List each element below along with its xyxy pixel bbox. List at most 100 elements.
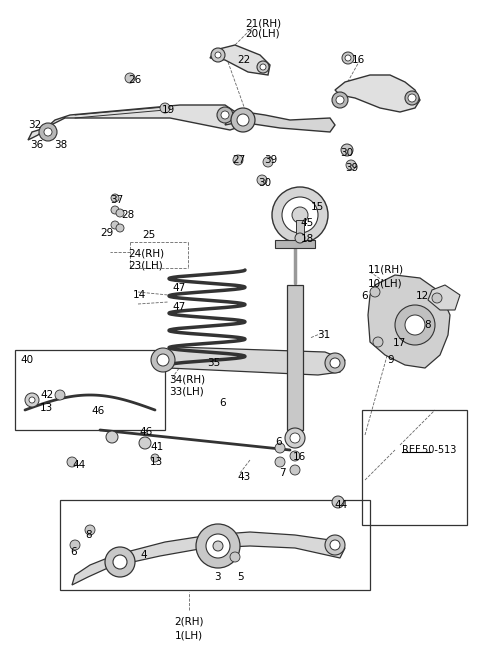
Text: 24(RH): 24(RH) [128,248,164,258]
Circle shape [257,175,267,185]
Text: 13: 13 [150,457,163,467]
Circle shape [213,541,223,551]
Text: 36: 36 [30,140,43,150]
Circle shape [373,337,383,347]
Text: 46: 46 [139,427,152,437]
Text: 47: 47 [172,302,185,312]
Circle shape [237,114,249,126]
Text: 4: 4 [140,550,146,560]
Circle shape [139,437,151,449]
Circle shape [113,555,127,569]
Text: REF.50-513: REF.50-513 [402,445,456,455]
Circle shape [370,287,380,297]
Text: 17: 17 [393,338,406,348]
Text: 47: 47 [172,283,185,293]
Text: 35: 35 [207,358,220,368]
Circle shape [405,91,419,105]
Circle shape [395,305,435,345]
Polygon shape [368,275,450,368]
Circle shape [282,197,318,233]
Circle shape [230,552,240,562]
Text: 44: 44 [72,460,85,470]
Text: 18: 18 [301,234,314,244]
Circle shape [151,454,159,462]
Text: 32: 32 [28,120,41,130]
Circle shape [39,123,57,141]
Text: 23(LH): 23(LH) [128,261,163,271]
Polygon shape [428,285,460,310]
Text: 14: 14 [133,290,146,300]
Bar [275,240,315,248]
Text: 6: 6 [275,437,282,447]
Text: 22: 22 [237,55,250,65]
Circle shape [295,233,305,243]
Text: 39: 39 [345,163,358,173]
Circle shape [44,128,52,136]
Circle shape [160,103,170,113]
Circle shape [405,315,425,335]
Bar [60,500,370,590]
Circle shape [105,547,135,577]
Text: 16: 16 [293,452,306,462]
Text: 39: 39 [264,155,277,165]
Text: 37: 37 [110,195,123,205]
Text: 9: 9 [387,355,394,365]
Text: 31: 31 [317,330,330,340]
Text: 43: 43 [237,472,250,482]
Circle shape [325,353,345,373]
Circle shape [330,358,340,368]
Text: 3: 3 [214,572,221,582]
Text: 8: 8 [424,320,431,330]
Circle shape [221,111,229,119]
Circle shape [272,187,328,243]
Text: 26: 26 [128,75,141,85]
Text: 6: 6 [361,291,368,301]
Circle shape [211,48,225,62]
Circle shape [292,207,308,223]
Circle shape [231,108,255,132]
Text: 41: 41 [150,442,163,452]
Polygon shape [28,105,245,140]
Circle shape [336,96,344,104]
Circle shape [151,348,175,372]
Text: 8: 8 [85,530,92,540]
Polygon shape [287,285,303,430]
Circle shape [29,397,35,403]
Polygon shape [72,532,345,585]
Polygon shape [225,112,335,132]
Circle shape [217,107,233,123]
Circle shape [70,540,80,550]
Text: 1(LH): 1(LH) [175,630,203,640]
Circle shape [332,496,344,508]
Circle shape [233,155,243,165]
Text: 7: 7 [279,468,286,478]
Circle shape [125,73,135,83]
Circle shape [116,209,124,217]
Circle shape [67,457,77,467]
Bar [362,410,467,525]
Text: 33(LH): 33(LH) [169,387,204,397]
Circle shape [408,94,416,102]
Text: 46: 46 [91,406,104,416]
Text: 10(LH): 10(LH) [368,278,403,288]
Circle shape [85,525,95,535]
Circle shape [157,354,169,366]
Bar [15,350,165,430]
Text: 38: 38 [54,140,67,150]
Circle shape [106,431,118,443]
Text: 45: 45 [300,218,313,228]
Circle shape [332,92,348,108]
Circle shape [285,428,305,448]
Circle shape [111,194,119,202]
Text: 42: 42 [40,390,53,400]
Text: 12: 12 [416,291,429,301]
Text: 2(RH): 2(RH) [174,617,204,627]
Circle shape [275,457,285,467]
Text: 34(RH): 34(RH) [169,374,205,384]
Circle shape [260,64,266,70]
Circle shape [257,61,269,73]
Text: 6: 6 [70,547,77,557]
Text: 21(RH): 21(RH) [245,18,281,28]
Circle shape [196,524,240,568]
Circle shape [341,144,353,156]
